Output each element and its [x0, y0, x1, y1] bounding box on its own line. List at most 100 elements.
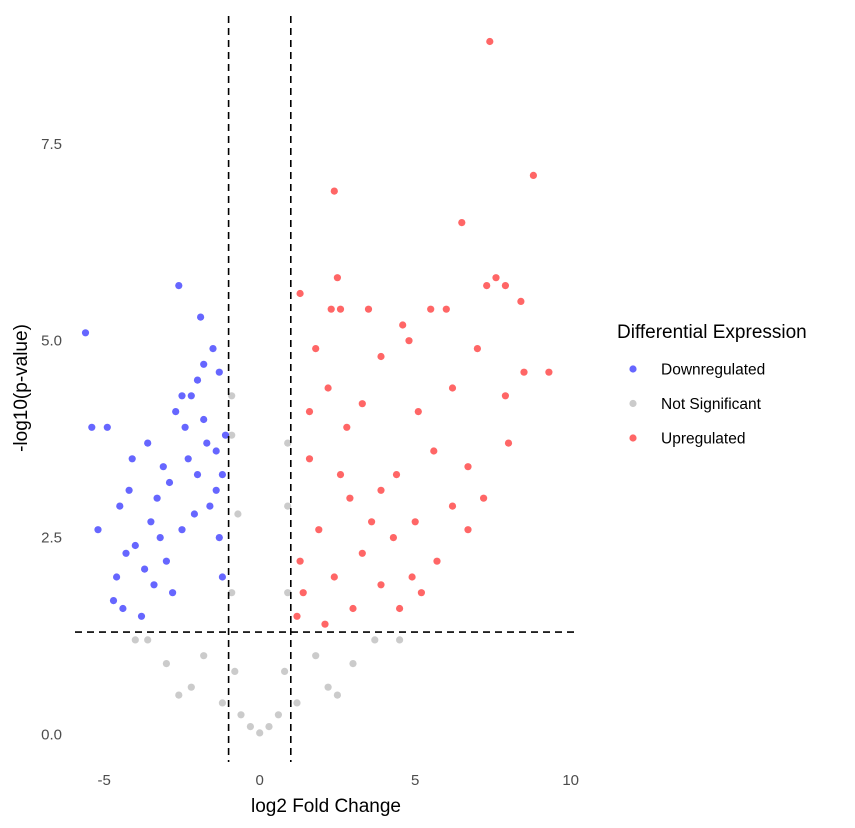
data-point-not-significant — [312, 652, 320, 660]
data-point-upregulated — [330, 573, 338, 581]
data-point-downregulated — [212, 486, 220, 494]
data-point-not-significant — [144, 636, 152, 644]
data-point-downregulated — [215, 368, 223, 376]
data-point-upregulated — [321, 620, 329, 628]
data-point-downregulated — [141, 565, 149, 573]
data-point-downregulated — [184, 455, 192, 463]
data-point-upregulated — [389, 534, 397, 542]
data-point-not-significant — [284, 439, 292, 447]
data-point-downregulated — [200, 360, 208, 368]
data-point-upregulated — [517, 297, 525, 305]
data-point-downregulated — [144, 439, 152, 447]
data-point-upregulated — [296, 289, 304, 298]
data-point-upregulated — [545, 368, 553, 376]
data-point-upregulated — [368, 518, 376, 526]
data-point-not-significant — [396, 636, 404, 644]
data-point-not-significant — [162, 660, 170, 668]
data-point-upregulated — [399, 321, 407, 329]
legend-label-not-significant: Not Significant — [661, 396, 762, 413]
data-point-downregulated — [181, 423, 189, 431]
data-point-not-significant — [324, 683, 332, 691]
legend-key-not-significant — [629, 399, 637, 408]
data-point-upregulated — [296, 557, 304, 565]
data-point-upregulated — [448, 502, 457, 510]
legend-label-upregulated: Upregulated — [661, 431, 745, 448]
data-point-upregulated — [411, 518, 419, 526]
data-point-upregulated — [396, 604, 404, 613]
data-point-upregulated — [343, 423, 351, 431]
data-point-upregulated — [377, 486, 385, 494]
data-point-upregulated — [358, 549, 366, 557]
y-tick-label: 0.0 — [41, 726, 62, 743]
data-point-downregulated — [131, 541, 139, 550]
data-point-downregulated — [209, 345, 217, 353]
data-point-downregulated — [178, 392, 186, 400]
data-point-not-significant — [246, 723, 254, 731]
data-point-upregulated — [377, 352, 385, 361]
data-point-downregulated — [109, 597, 118, 605]
data-point-downregulated — [178, 526, 186, 534]
data-point-downregulated — [150, 581, 158, 589]
data-point-upregulated — [501, 282, 509, 290]
data-point-downregulated — [147, 518, 155, 526]
data-point-upregulated — [433, 557, 441, 565]
y-tick-label: 2.5 — [41, 530, 62, 547]
data-point-downregulated — [190, 510, 198, 518]
data-point-upregulated — [327, 305, 335, 313]
data-point-downregulated — [197, 313, 205, 321]
data-point-downregulated — [125, 486, 133, 494]
data-point-downregulated — [88, 423, 96, 431]
data-point-upregulated — [427, 305, 435, 313]
data-point-not-significant — [265, 723, 273, 731]
series-not-significant — [131, 392, 404, 737]
data-point-not-significant — [237, 711, 245, 719]
data-point-not-significant — [228, 589, 236, 597]
data-point-upregulated — [377, 581, 385, 589]
legend-key-upregulated — [629, 434, 637, 442]
data-point-downregulated — [116, 502, 124, 510]
data-point-upregulated — [293, 612, 301, 620]
data-point-downregulated — [193, 376, 202, 384]
data-point-not-significant — [218, 699, 226, 707]
data-point-upregulated — [349, 604, 357, 613]
data-point-downregulated — [162, 557, 170, 565]
data-point-not-significant — [228, 431, 236, 439]
data-point-upregulated — [336, 305, 345, 313]
data-point-downregulated — [128, 455, 136, 463]
data-point-upregulated — [315, 526, 323, 534]
data-point-not-significant — [200, 652, 208, 660]
data-point-upregulated — [336, 471, 345, 479]
data-point-downregulated — [94, 526, 102, 534]
y-tick-label: 7.5 — [41, 136, 62, 153]
legend-label-downregulated: Downregulated — [661, 362, 765, 379]
data-point-not-significant — [131, 636, 139, 644]
data-point-not-significant — [228, 392, 236, 400]
data-point-not-significant — [293, 699, 301, 707]
y-axis-title: -log10(p-value) — [11, 324, 32, 452]
legend-items: Downregulated Not Significant Upregulated — [629, 362, 765, 448]
data-point-downregulated — [172, 408, 180, 416]
y-tick-label: 5.0 — [41, 333, 62, 350]
x-tick-label: 10 — [562, 772, 579, 789]
data-point-not-significant — [175, 691, 183, 699]
data-point-downregulated — [206, 502, 214, 510]
data-point-upregulated — [417, 589, 425, 597]
data-point-downregulated — [215, 534, 223, 542]
x-tick-label: -5 — [98, 772, 111, 789]
data-point-upregulated — [358, 400, 366, 408]
data-point-not-significant — [333, 691, 341, 699]
data-point-upregulated — [414, 408, 422, 416]
data-point-upregulated — [392, 471, 401, 479]
data-point-upregulated — [408, 573, 416, 581]
x-tick-label: 5 — [411, 772, 419, 789]
data-point-not-significant — [187, 683, 195, 691]
data-point-upregulated — [473, 345, 481, 353]
legend-title: Differential Expression — [617, 322, 807, 343]
data-point-not-significant — [231, 667, 239, 676]
x-axis-title: log2 Fold Change — [251, 796, 401, 817]
x-tick-label: 0 — [256, 772, 264, 789]
data-point-downregulated — [193, 471, 202, 479]
data-point-not-significant — [349, 660, 357, 668]
data-point-upregulated — [492, 274, 500, 282]
data-point-downregulated — [203, 439, 211, 447]
